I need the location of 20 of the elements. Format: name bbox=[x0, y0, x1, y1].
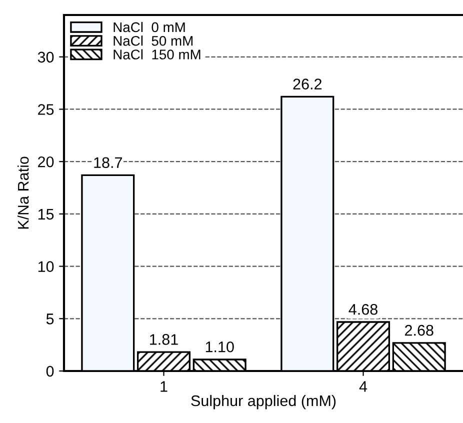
data-label: 26.2 bbox=[293, 78, 322, 90]
x-tick-label: 1 bbox=[160, 381, 168, 392]
legend-label: NaCl 50 mM bbox=[114, 36, 193, 46]
y-tick-label: 10 bbox=[38, 261, 54, 272]
y-tick-label: 25 bbox=[38, 104, 54, 115]
data-label: 18.7 bbox=[94, 157, 122, 168]
y-axis-title: K/Na Ratio bbox=[17, 156, 29, 229]
y-tick-label: 15 bbox=[38, 208, 54, 220]
data-label: 2.68 bbox=[405, 324, 434, 336]
data-label: 1.81 bbox=[150, 334, 178, 345]
y-tick-label: 5 bbox=[46, 314, 54, 324]
x-tick-label: 4 bbox=[359, 381, 368, 392]
y-tick-label: 30 bbox=[38, 52, 54, 63]
data-label: 4.68 bbox=[348, 304, 378, 315]
legend-label: NaCl 0 mM bbox=[114, 22, 185, 32]
y-tick-label: 20 bbox=[38, 156, 54, 168]
y-tick-label: 0 bbox=[46, 366, 54, 377]
legend-label: NaCl 150 mM bbox=[114, 49, 200, 60]
data-label: 1.10 bbox=[206, 341, 234, 352]
x-axis-title: Sulphur applied (mM) bbox=[191, 394, 336, 410]
